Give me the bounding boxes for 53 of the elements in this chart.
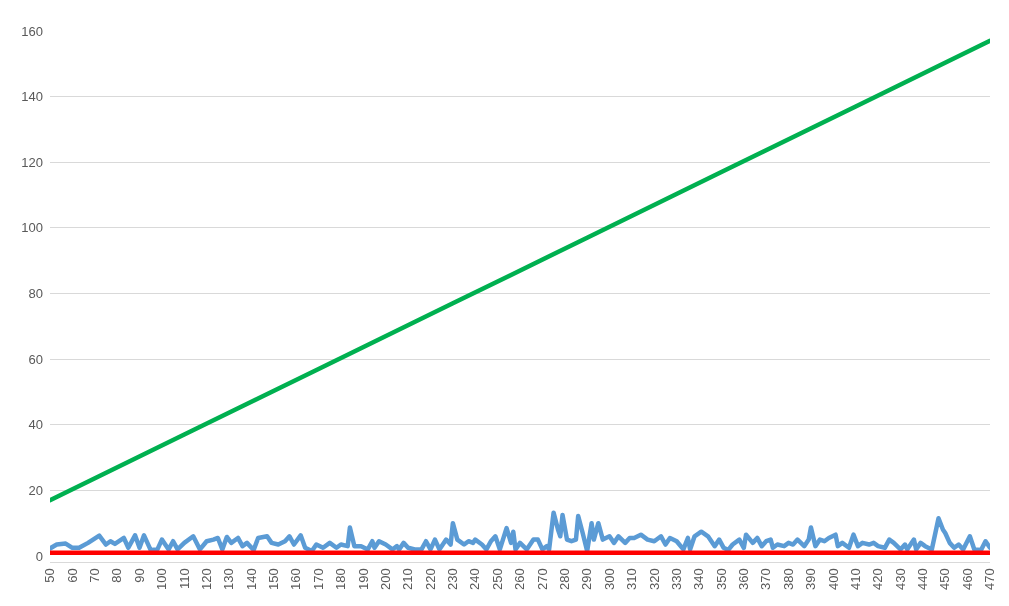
x-tick-label: 60 <box>64 568 80 583</box>
y-tick-label: 80 <box>28 286 43 302</box>
x-tick-label: 150 <box>266 568 282 590</box>
x-tick-label: 320 <box>646 568 662 590</box>
x-tick-label: 130 <box>221 568 237 590</box>
x-tick-label: 250 <box>489 568 505 590</box>
x-tick-label: 410 <box>847 568 863 590</box>
x-tick-label: 430 <box>892 568 908 590</box>
x-tick-label: 450 <box>937 568 953 590</box>
x-tick-label: 300 <box>601 568 617 590</box>
x-tick-label: 230 <box>445 568 461 590</box>
x-tick-label: 140 <box>243 568 259 590</box>
x-tick-label: 380 <box>780 568 796 590</box>
x-tick-label: 310 <box>624 568 640 590</box>
x-tick-label: 80 <box>109 568 125 583</box>
x-tick-label: 160 <box>288 568 304 590</box>
y-tick-label: 160 <box>21 23 43 39</box>
x-tick-label: 400 <box>825 568 841 590</box>
x-tick-label: 210 <box>400 568 416 590</box>
x-tick-label: 110 <box>176 568 192 589</box>
x-tick-label: 440 <box>915 568 931 590</box>
x-tick-label: 360 <box>736 568 752 590</box>
x-tick-label: 270 <box>534 568 550 590</box>
x-tick-label: 50 <box>42 568 58 583</box>
x-tick-label: 470 <box>982 568 998 590</box>
x-tick-label: 90 <box>131 568 147 583</box>
x-tick-label: 350 <box>713 568 729 590</box>
x-tick-label: 190 <box>355 568 371 590</box>
x-tick-label: 120 <box>198 568 214 590</box>
y-tick-label: 40 <box>28 417 43 433</box>
y-tick-label: 100 <box>21 220 43 236</box>
line-series <box>50 38 990 503</box>
y-tick-label: 60 <box>28 351 43 367</box>
x-tick-label: 100 <box>154 568 170 590</box>
x-tick-label: 70 <box>86 568 102 583</box>
y-tick-label: 140 <box>21 89 43 105</box>
x-tick-label: 220 <box>422 568 438 590</box>
x-tick-label: 330 <box>668 568 684 590</box>
x-tick-label: 420 <box>870 568 886 590</box>
y-tick-label: 20 <box>28 482 43 498</box>
x-tick-label: 170 <box>310 568 326 590</box>
y-tick-label: 0 <box>35 548 43 564</box>
y-tick-label: 120 <box>21 154 43 170</box>
x-tick-label: 260 <box>512 568 528 590</box>
x-tick-label: 280 <box>556 568 572 590</box>
x-tick-label: 390 <box>803 568 819 590</box>
x-tick-label: 290 <box>579 568 595 590</box>
x-tick-label: 240 <box>467 568 483 590</box>
x-tick-label: 460 <box>959 568 975 590</box>
x-tick-label: 200 <box>377 568 393 590</box>
x-tick-label: 370 <box>758 568 774 590</box>
x-tick-label: 180 <box>333 568 349 590</box>
x-tick-label: 340 <box>691 568 707 590</box>
